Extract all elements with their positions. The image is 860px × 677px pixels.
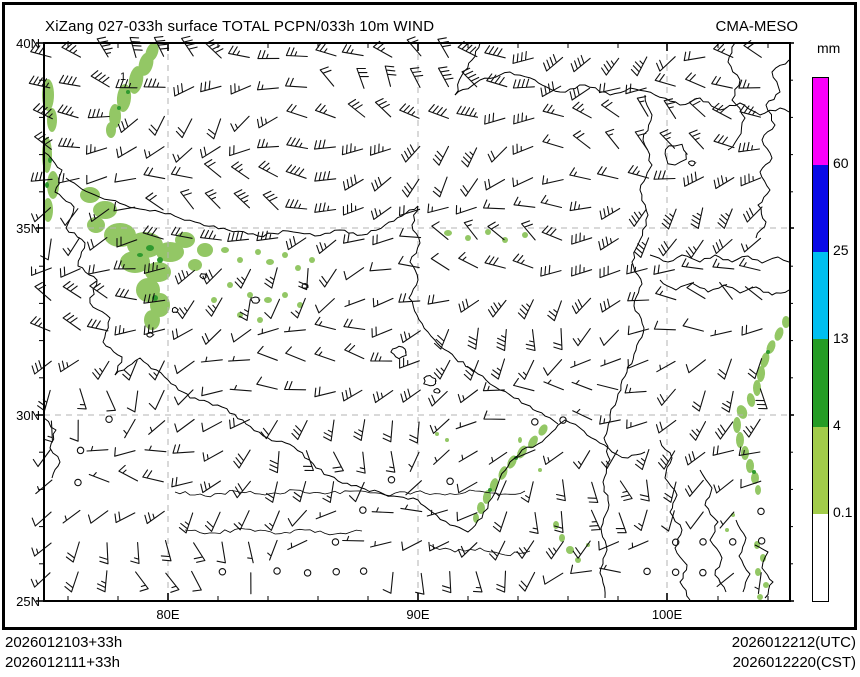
footer-valid-time-utc: 2026012212(UTC)	[731, 634, 856, 651]
lon-label-100E: 100E	[651, 607, 683, 622]
contour-label: 1	[120, 71, 127, 83]
lat-label-35N: 35N	[16, 221, 40, 236]
footer-valid-time-cst: 2026012220(CST)	[732, 654, 856, 671]
precip-colorbar	[812, 77, 829, 602]
colorbar-unit: mm	[817, 40, 841, 56]
lat-label-25N: 25N	[16, 594, 40, 609]
colorbar-label-0.1: 0.1	[833, 503, 853, 520]
map-boundaries	[43, 42, 790, 601]
lat-label-40N: 40N	[16, 36, 40, 51]
colorbar-segment-2	[813, 252, 828, 340]
map-border	[43, 42, 791, 602]
colorbar-label-25: 25	[833, 242, 849, 259]
lakes	[146, 143, 697, 394]
colorbar-segment-5	[813, 513, 828, 601]
lon-label-90E: 90E	[406, 607, 430, 622]
lat-label-30N: 30N	[16, 408, 40, 423]
graticule-gridlines	[44, 43, 790, 601]
colorbar-label-13: 13	[833, 329, 849, 346]
footer-init-time-2: 2026012111+33h	[5, 654, 120, 671]
colorbar-segment-4	[813, 426, 828, 514]
map-title: XiZang 027-033h surface TOTAL PCPN/033h …	[45, 18, 435, 35]
colorbar-segment-3	[813, 339, 828, 427]
outer-frame	[2, 2, 857, 630]
footer-init-time-1: 2026012103+33h	[5, 634, 123, 651]
model-name: CMA-MESO	[715, 18, 799, 35]
colorbar-segment-0	[813, 78, 828, 166]
colorbar-label-4: 4	[833, 416, 841, 433]
lon-label-80E: 80E	[156, 607, 180, 622]
wind-barbs	[28, 35, 768, 595]
colorbar-segment-1	[813, 165, 828, 253]
colorbar-label-60: 60	[833, 155, 849, 172]
